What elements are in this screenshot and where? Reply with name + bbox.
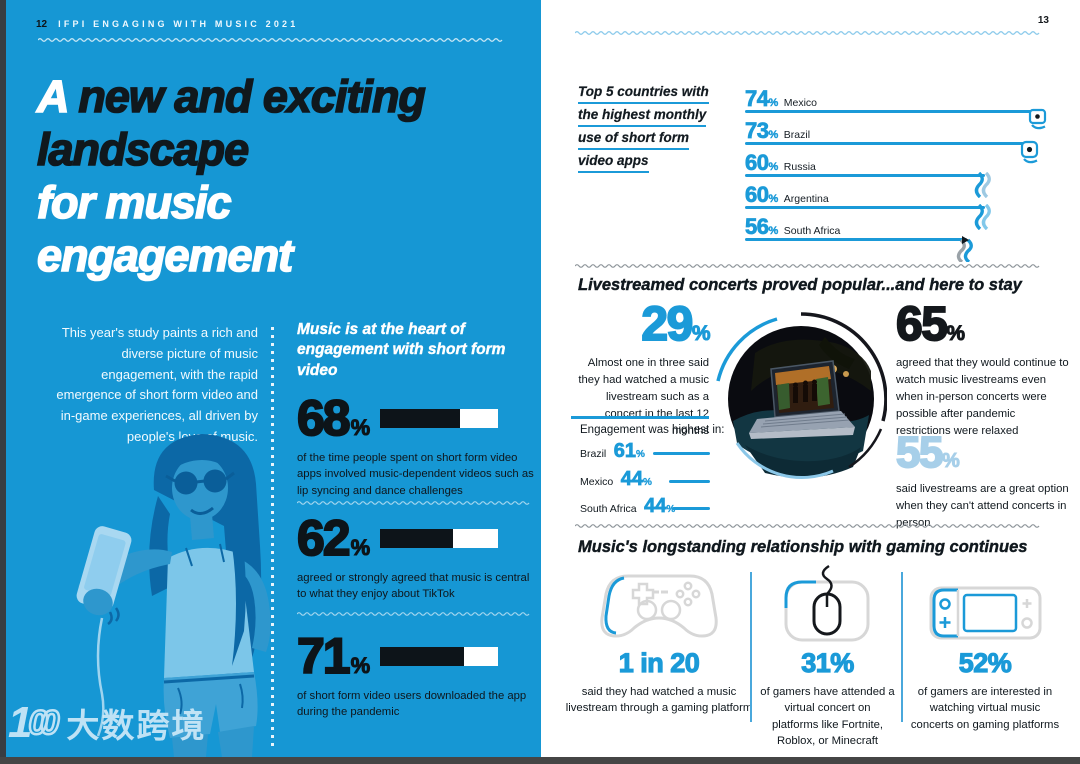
gaming-heading: Music's longstanding relationship with g… [578,538,1028,556]
computer-mouse-icon [784,564,870,642]
watermark-text: 大数跨境 [66,706,207,745]
progress-bar [380,528,499,548]
stat-description: agreed or strongly agreed that music is … [297,572,530,601]
chart-row-brazil: 73% Brazil [745,118,1045,164]
headline-line2: landscape [36,123,250,176]
vertical-divider [750,572,752,722]
flag-ribbon-icon [956,236,973,262]
bar [653,452,710,455]
progress-bar-fill [380,528,454,548]
right-page-number: 13 [1037,15,1049,26]
right-page: 13 Top 5 countries with the highest mont… [541,0,1080,757]
stat-value: 1 in 20 [618,647,700,678]
stat-value: 55% [895,427,960,478]
report-title: IFPI ENGAGING WITH MUSIC 2021 [58,19,299,29]
bar [669,480,710,483]
wavy-divider [38,38,503,42]
chart-row-south-africa: 56% South Africa [745,214,1045,262]
stats-heading: Music is at the heart of engagement with… [297,321,506,379]
stat-value: 62% [296,509,371,567]
woman-selfie-photo [76,434,271,757]
gaming-col-interest: 52% of gamers are interested in watching… [909,560,1061,733]
stat-description: of gamers have attended a virtual concer… [760,686,895,748]
chart-row-argentina: 60% Argentina [745,182,1045,230]
stat-row: 68% [296,389,538,447]
headline-line3: for music [36,176,232,229]
engagement-row-mexico: Mexico 44% [580,468,710,494]
vertical-divider [901,572,903,722]
game-controller-icon [600,574,718,638]
screenshot-left-edge [0,0,6,764]
progress-bar [380,646,499,666]
headline-line4: engagement [36,229,294,282]
bar [672,507,710,510]
left-page: 12 IFPI ENGAGING WITH MUSIC 2021 A new a… [6,0,541,757]
flag-ribbon-icon [974,172,991,198]
stat-row: 71% [296,627,538,685]
dotted-divider [271,327,274,748]
wavy-divider [297,612,530,616]
chart-row-mexico: 74% Mexico [745,86,1047,130]
stat-value: 29% [640,297,711,352]
headline-line1: new and exciting [78,70,427,123]
wavy-divider [575,524,1040,528]
wavy-divider [575,31,1040,35]
stat-68-block: 68% of the time people spent on short fo… [296,389,538,499]
stat-description: of short form video users downloaded the… [297,690,527,719]
wavy-divider [297,501,530,505]
stat-value: 71% [296,627,371,685]
gaming-col-livestream: 1 in 20 said they had watched a music li… [559,560,759,717]
page-title: A new and exciting landscape for music e… [36,70,427,282]
wavy-divider [575,264,1040,268]
engagement-row-brazil: Brazil 61% [580,440,710,466]
stat-62-block: 62% agreed or strongly agreed that music… [296,509,538,603]
progress-bar-fill [380,408,461,428]
divider-line [571,416,709,419]
progress-bar [380,408,499,428]
stat-55-block: 55% said livestreams are a great option … [895,427,1072,532]
progress-bar-fill [380,646,464,666]
bar [745,206,985,209]
stat-description: of the time people spent on short form v… [297,452,534,497]
stat-65-block: 65% agreed that they would continue to w… [895,297,1072,440]
livestream-laptop-photo [716,312,887,479]
stat-description: agreed that they would continue to watch… [896,357,1069,437]
chart-row-russia: 60% Russia [745,150,1045,198]
left-page-header: 12 IFPI ENGAGING WITH MUSIC 2021 [36,19,298,30]
livestream-heading: Livestreamed concerts proved popular...a… [578,276,1022,294]
watermark: 1 00 大数跨境 [8,698,206,748]
bar [745,110,1040,113]
stat-value: 31% [801,647,855,678]
stat-71-block: 71% of short form video users downloaded… [296,627,538,721]
bar [745,238,967,241]
stat-value: 65% [895,297,966,352]
left-page-number: 12 [36,19,48,30]
game-console-icon [929,586,1041,640]
top-chart-label: Top 5 countries with the highest monthly… [578,84,709,176]
flag-ribbon-icon [1020,140,1039,164]
bar [745,174,985,177]
flag-ribbon-icon [1028,108,1047,130]
gaming-col-virtual-concert: 31% of gamers have attended a virtual co… [760,560,895,750]
stat-row: 62% [296,509,538,567]
stat-value: 52% [958,647,1012,678]
stat-description: said they had watched a music livestream… [565,686,753,715]
engagement-title: Engagement was highest in: [580,424,725,436]
engagement-row-south-africa: South Africa 44% [580,495,710,521]
watermark-logo-circles: 00 [27,702,60,743]
top-countries-chart: 74% Mexico 73% Brazil 60% Russia [745,82,1047,267]
flag-ribbon-icon [974,204,991,230]
stat-value: 68% [296,389,371,447]
headline-word-a: A [36,70,68,123]
stat-description: said livestreams are a great option when… [896,483,1069,529]
bar [745,142,1032,145]
watermark-logo: 1 [8,698,33,747]
stat-description: of gamers are interested in watching vir… [910,686,1060,731]
screenshot-bottom-edge [0,757,1080,764]
